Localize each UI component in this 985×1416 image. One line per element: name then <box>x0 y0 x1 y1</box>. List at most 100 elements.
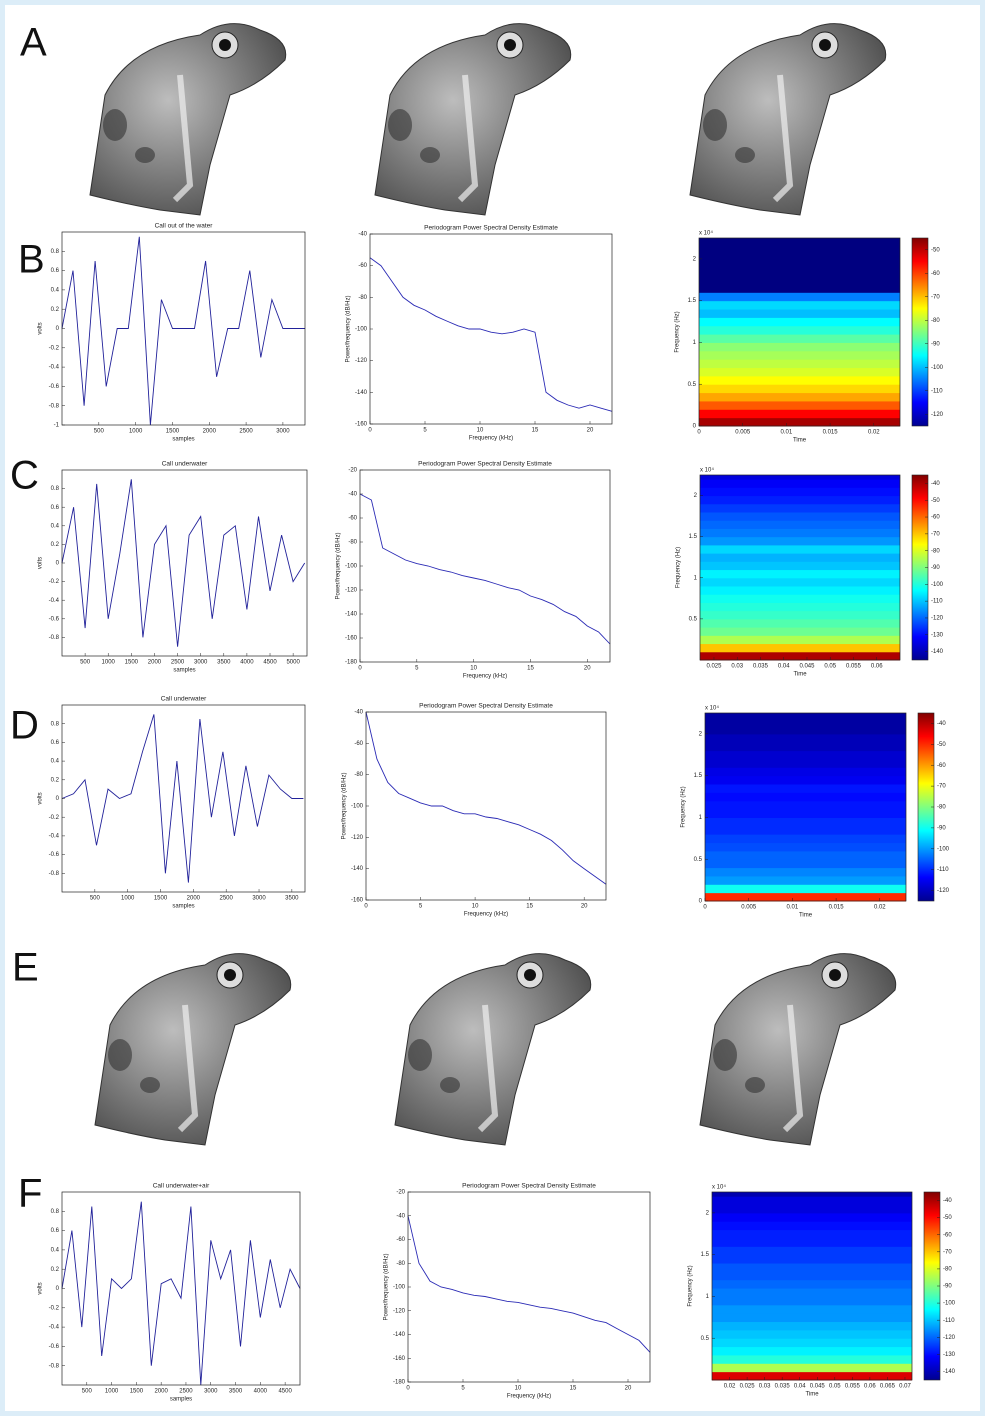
y-axis-label: Power/frequency (dB/Hz) <box>346 295 352 362</box>
colorbar-tick-label: -140 <box>943 1369 956 1375</box>
spectrogram-band <box>700 553 900 562</box>
spectrogram-band <box>699 250 900 260</box>
y-tick-label: 0.5 <box>689 616 698 622</box>
spectrogram-band <box>699 309 900 318</box>
colorbar-tick-label: -60 <box>937 763 946 769</box>
x-tick-label: 0.02 <box>724 1384 736 1390</box>
spectrogram-band <box>705 733 906 743</box>
y-tick-label: 2 <box>699 731 703 737</box>
chart-title: Call underwater+air <box>153 1183 210 1190</box>
x-tick-label: 15 <box>532 428 539 434</box>
colorbar-tick-label: -40 <box>943 1198 952 1204</box>
colorbar-tick-label: -60 <box>931 515 940 521</box>
x-tick-label: 0.025 <box>706 664 722 670</box>
colorbar-tick-label: -70 <box>931 531 940 537</box>
y-tick-label: 0.2 <box>51 1267 60 1273</box>
y-tick-label: -120 <box>393 1308 406 1314</box>
x-tick-label: 0 <box>697 430 701 436</box>
x-tick-label: 0.015 <box>823 430 839 436</box>
chart-title: Periodogram Power Spectral Density Estim… <box>462 1183 596 1190</box>
y-tick-label: -100 <box>351 804 364 810</box>
y-tick-label: -0.8 <box>49 871 60 877</box>
x-tick-label: 1000 <box>105 1389 119 1395</box>
x-tick-label: 0.04 <box>778 664 790 670</box>
x-tick-label: 0 <box>368 428 372 434</box>
y-tick-label: 0.6 <box>51 268 60 274</box>
x-tick-label: 0 <box>703 905 707 911</box>
spectrogram-band <box>705 892 906 902</box>
x-tick-label: 500 <box>82 1389 93 1395</box>
spectrogram-band <box>705 717 906 727</box>
spectrogram-band <box>712 1304 912 1314</box>
signal-line <box>61 1201 301 1386</box>
y-tick-label: -60 <box>358 263 367 269</box>
x-tick-label: 10 <box>472 904 479 910</box>
y-tick-label: -0.2 <box>49 579 60 585</box>
y-tick-label: 1 <box>693 340 697 346</box>
x-axis-label: samples <box>172 904 194 910</box>
colorbar-tick-label: -140 <box>931 649 944 655</box>
y-tick-label: 1.5 <box>694 773 703 779</box>
x-axis-label: samples <box>173 668 195 674</box>
y-axis-label: Power/frequency (dB/Hz) <box>384 1253 390 1320</box>
y-tick-label: -60 <box>348 516 357 522</box>
colorbar-tick-label: -110 <box>931 388 943 394</box>
colorbar <box>911 237 929 427</box>
spectrogram-band <box>712 1263 912 1272</box>
spectrogram-band <box>699 359 900 369</box>
colorbar-tick-label: -50 <box>937 742 946 748</box>
y-axis-label: Frequency (Hz) <box>676 547 682 588</box>
spectrogram-band <box>712 1346 912 1356</box>
x-tick-label: 5000 <box>286 660 300 666</box>
x-tick-label: 0.01 <box>787 905 799 911</box>
y-tick-label: -180 <box>345 660 358 666</box>
y-tick-label: 1.5 <box>688 298 697 304</box>
x-axis-label: Frequency (kHz) <box>464 912 508 918</box>
colorbar-tick-label: -100 <box>943 1301 956 1307</box>
x-axis-label: Frequency (kHz) <box>469 436 513 442</box>
spectrogram-band <box>699 238 900 243</box>
chart-title: Call out of the water <box>155 223 214 230</box>
signal-line <box>61 479 306 647</box>
x-tick-label: 2000 <box>154 1389 168 1395</box>
axes-frame <box>699 474 901 661</box>
y-tick-label: -160 <box>351 898 364 904</box>
panel-label: D <box>10 704 39 748</box>
y-tick-label: 2 <box>693 256 697 262</box>
spectrogram-band <box>705 884 906 894</box>
y-tick-label: -100 <box>345 564 358 570</box>
x-tick-label: 0.07 <box>899 1384 911 1390</box>
spectrogram-band <box>699 300 900 310</box>
spectrogram-band <box>712 1296 912 1306</box>
spectrogram-band <box>705 775 906 785</box>
x-tick-label: 15 <box>570 1386 577 1392</box>
y-tick-label: -0.6 <box>49 616 60 622</box>
x-tick-label: 2000 <box>203 429 217 435</box>
spectrogram-band <box>712 1246 912 1256</box>
y-tick-label: -40 <box>358 232 367 238</box>
x-tick-label: 4500 <box>263 660 277 666</box>
spectrogram-band <box>712 1254 912 1264</box>
x-tick-label: 0.055 <box>846 664 862 670</box>
y-tick-label: -120 <box>351 835 364 841</box>
y-tick-label: 0.5 <box>701 1336 710 1342</box>
x-axis-label: samples <box>172 437 194 443</box>
x-tick-label: 0.03 <box>759 1384 771 1390</box>
y-tick-label: -20 <box>396 1190 405 1196</box>
spectrogram-band <box>712 1229 912 1239</box>
spectrogram-band <box>700 627 900 636</box>
x-tick-label: 3500 <box>217 660 231 666</box>
x-axis-label: Time <box>799 913 813 919</box>
x-tick-label: 15 <box>526 904 533 910</box>
y-tick-label: 0.6 <box>51 740 60 746</box>
spectrogram-band <box>712 1288 912 1297</box>
y-axis-label: volts <box>38 322 44 334</box>
spectrogram-band <box>700 643 900 653</box>
colorbar-tick-label: -50 <box>931 498 940 504</box>
x-tick-label: 0 <box>364 904 368 910</box>
y-axis-label: Frequency (Hz) <box>681 786 687 827</box>
spectrogram-band <box>700 528 900 538</box>
spectrogram-band <box>700 610 900 620</box>
colorbar-tick-label: -60 <box>943 1232 952 1238</box>
y-axis-label: Frequency (Hz) <box>675 311 681 352</box>
